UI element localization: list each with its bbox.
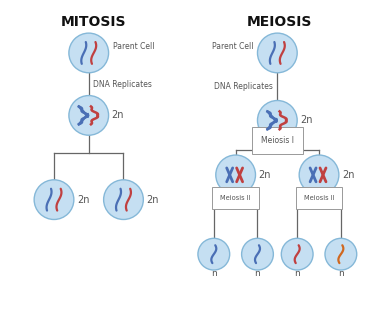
Text: n: n xyxy=(211,268,217,277)
Circle shape xyxy=(242,238,273,270)
Circle shape xyxy=(258,33,297,73)
Text: MEIOSIS: MEIOSIS xyxy=(247,15,312,29)
Circle shape xyxy=(34,180,74,220)
Text: MITOSIS: MITOSIS xyxy=(61,15,126,29)
Text: 2n: 2n xyxy=(77,195,89,205)
Text: n: n xyxy=(255,268,260,277)
Circle shape xyxy=(299,155,339,195)
Text: Meiosis II: Meiosis II xyxy=(304,195,334,201)
Text: Parent Cell: Parent Cell xyxy=(212,43,253,52)
Text: n: n xyxy=(294,268,300,277)
Circle shape xyxy=(281,238,313,270)
Text: 2n: 2n xyxy=(258,170,271,180)
Text: DNA Replicates: DNA Replicates xyxy=(93,80,152,89)
Text: 2n: 2n xyxy=(112,110,124,120)
Text: n: n xyxy=(338,268,344,277)
Circle shape xyxy=(216,155,256,195)
Circle shape xyxy=(104,180,143,220)
Circle shape xyxy=(258,100,297,140)
Text: Parent Cell: Parent Cell xyxy=(112,43,154,52)
Circle shape xyxy=(69,96,109,135)
Circle shape xyxy=(69,33,109,73)
Text: Meiosis I: Meiosis I xyxy=(261,136,294,145)
Text: 2n: 2n xyxy=(300,115,313,125)
Text: DNA Replicates: DNA Replicates xyxy=(214,82,273,91)
Circle shape xyxy=(325,238,357,270)
Circle shape xyxy=(198,238,230,270)
Text: 2n: 2n xyxy=(342,170,354,180)
Text: 2n: 2n xyxy=(146,195,159,205)
Text: Meiosis II: Meiosis II xyxy=(220,195,251,201)
